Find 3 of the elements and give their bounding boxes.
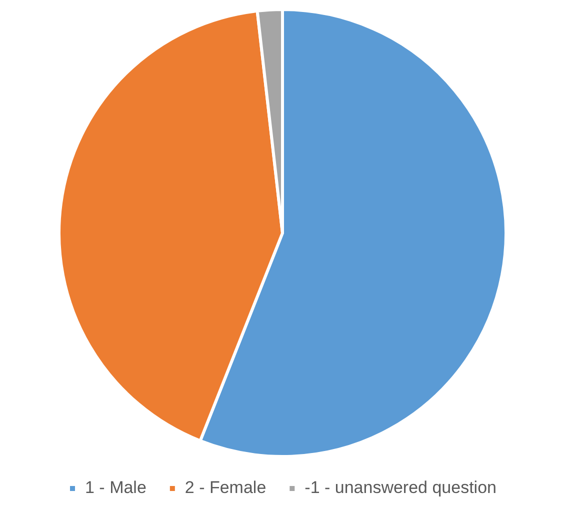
legend-label: -1 - unanswered question: [304, 478, 497, 498]
legend-label: 2 - Female: [184, 478, 266, 498]
legend-label: 1 - Male: [85, 478, 146, 498]
